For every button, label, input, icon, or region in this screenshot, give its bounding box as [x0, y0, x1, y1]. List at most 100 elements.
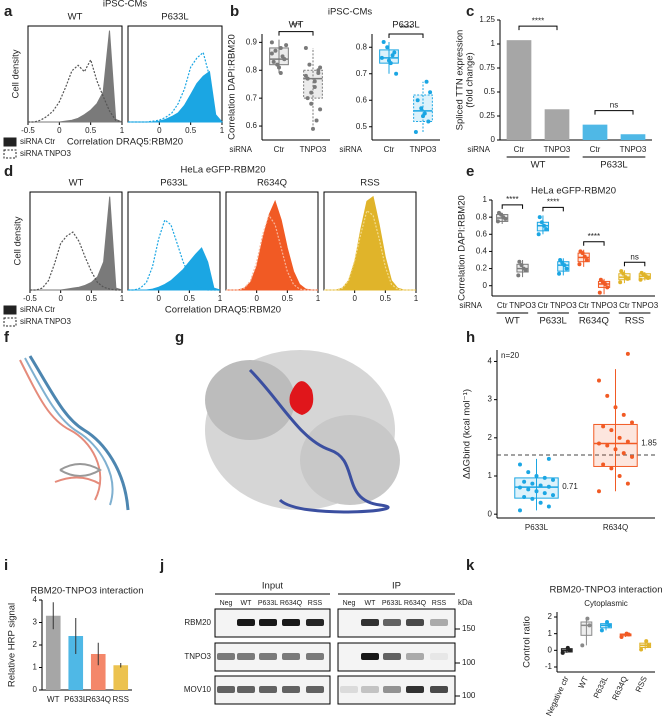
blot-band [406, 653, 424, 660]
blot-band [340, 653, 358, 660]
data-point [607, 623, 612, 628]
protein-surface [300, 415, 400, 505]
panel-letter: h [466, 329, 475, 346]
panel-title: iPSC-CMs [103, 0, 148, 10]
bar [544, 109, 570, 140]
x-tick-label: Ctr [590, 145, 601, 154]
x-tick-label: Ctr [578, 301, 589, 310]
row-label: RBM20 [184, 618, 211, 627]
unit-label: kDa [458, 598, 473, 607]
chart-title: RBM20-TNPO3 interaction [550, 585, 663, 596]
lane-label: Neg [220, 600, 233, 607]
data-point [424, 79, 429, 84]
significance-label: **** [506, 195, 518, 204]
data-point [630, 454, 635, 459]
data-point [551, 477, 556, 482]
data-point [273, 48, 278, 53]
x-tick-label: 1 [120, 126, 125, 135]
data-point [609, 428, 614, 433]
blot-band [361, 653, 379, 660]
density-curve [324, 209, 416, 291]
data-point [496, 210, 501, 215]
data-point [312, 79, 317, 84]
x-tick-label: Ctr [274, 145, 285, 154]
highlight [289, 381, 314, 415]
ribbon [54, 476, 101, 485]
y-tick-label: 0.9 [246, 37, 258, 46]
data-point [625, 481, 630, 486]
panel-letter: f [4, 329, 10, 346]
x-tick-label: TNPO3 [550, 301, 577, 310]
data-point [539, 220, 544, 225]
data-point [546, 456, 551, 461]
data-point [526, 487, 531, 492]
ribbon [24, 357, 114, 506]
x-tick-label: R634Q [610, 675, 629, 702]
data-point [609, 466, 614, 471]
marker-label: 100 [462, 691, 476, 700]
x-tick-label: WT [577, 675, 590, 690]
row-label: TNPO3 [184, 652, 211, 661]
y-tick-label: 0.6 [476, 229, 488, 238]
data-point [577, 262, 582, 267]
data-point [415, 98, 420, 103]
x-axis-label: siRNA [229, 145, 252, 154]
density-curve [128, 51, 223, 123]
x-tick-label: -0.5 [23, 294, 37, 303]
significance-bracket [542, 206, 564, 212]
data-point [601, 424, 606, 429]
blot-band [340, 619, 358, 626]
x-tick-label: P633L [525, 523, 549, 532]
data-point [557, 271, 562, 276]
data-point [558, 258, 563, 262]
blot-band [217, 619, 235, 626]
data-point [495, 219, 500, 224]
blot-band [361, 686, 379, 693]
y-tick-label: 0.7 [356, 69, 368, 78]
data-point [381, 39, 386, 44]
y-tick-label: 2 [548, 612, 553, 621]
bar [582, 124, 608, 140]
x-tick-label: 1 [120, 294, 125, 303]
data-point [624, 631, 629, 636]
data-point [584, 258, 589, 262]
group-label: P633L [539, 316, 566, 327]
y-axis-label: Spliced TTN expression [455, 30, 466, 131]
data-point [613, 405, 618, 410]
y-tick-label: 1 [488, 471, 493, 480]
x-tick-label: 0.5 [282, 294, 294, 303]
significance-bracket [583, 241, 605, 246]
y-axis-label: Relative HRP signal [7, 603, 18, 687]
data-point [619, 269, 624, 274]
data-point [639, 647, 644, 652]
chart-title: HeLa eGFP-RBM20 [531, 186, 616, 197]
bar [620, 134, 646, 140]
data-point [426, 119, 431, 124]
data-point [596, 441, 601, 446]
data-point [517, 508, 522, 513]
y-tick-label: 1 [33, 663, 38, 672]
group-label: WT [505, 316, 520, 327]
data-point [517, 462, 522, 467]
y-axis-label: Control ratio [522, 616, 533, 668]
data-point [318, 107, 323, 112]
data-point [413, 130, 418, 135]
marker-label: 100 [462, 658, 476, 667]
panel-letter: d [4, 163, 13, 180]
data-point [646, 643, 651, 648]
y-tick-label: 0.8 [476, 212, 488, 221]
blot-band [259, 653, 277, 660]
ribbon [59, 463, 102, 477]
panel-letter: j [159, 557, 164, 574]
x-tick-label: 0 [352, 294, 357, 303]
x-tick-label: R634Q [603, 523, 628, 532]
x-tick-label: R634Q [86, 695, 111, 704]
x-tick-label: 0 [254, 294, 259, 303]
blot-band [259, 619, 277, 626]
data-point [585, 616, 590, 621]
lane-label: P633L [382, 600, 402, 607]
x-tick-label: TNPO3 [591, 301, 618, 310]
blot-band [237, 653, 255, 660]
y-axis-label: ΔΔGbind (kcal mol⁻¹) [462, 389, 473, 479]
note: n=20 [501, 351, 520, 360]
